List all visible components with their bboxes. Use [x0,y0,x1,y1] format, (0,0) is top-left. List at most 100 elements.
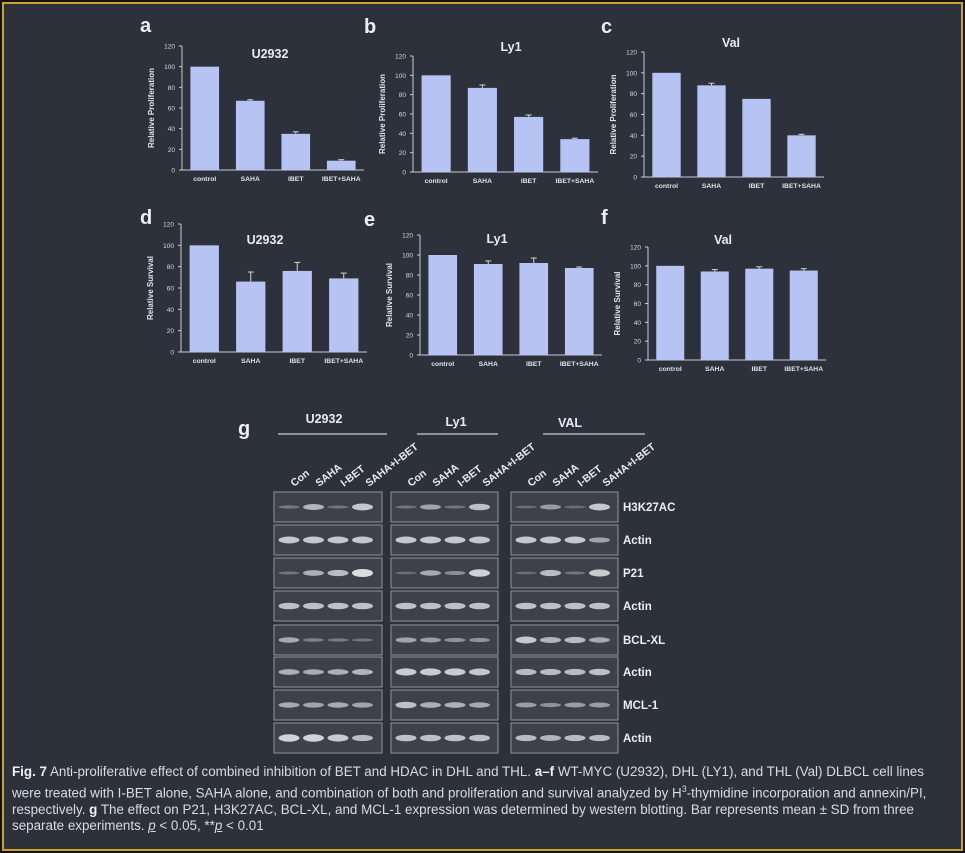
panel-a-xtick-label: IBET+SAHA [322,176,361,183]
caption-text-3: -thymidine incorporation and annexin/PI,… [12,785,927,817]
panel-c-xtick-label: IBET [749,183,765,190]
panel-a-ytick-label: 100 [164,64,175,71]
panel-d-bar [236,281,266,352]
panel-e-xtick-label: SAHA [479,361,498,368]
blot-band [420,570,441,576]
blot-band [515,734,537,742]
blot-band [515,602,537,610]
blot-band [303,734,324,742]
panel-b-xtick-label: SAHA [473,178,492,185]
panel-e-ytick-label: 20 [406,333,414,340]
panel-f-xtick-label: IBET+SAHA [784,366,823,373]
blot-band [327,505,349,509]
blot-band [352,503,373,511]
panel-a-bar [326,160,356,170]
blot-band [444,668,466,676]
blot-band [515,536,537,544]
blot-band [589,734,610,742]
blot-lane-label: Con [405,467,428,489]
blot-band [444,734,466,742]
panel-c-ytick-label: 0 [633,175,637,182]
panel-e-ytick-label: 100 [402,253,413,260]
blot-row-label: Actin [623,733,652,745]
panel-a-ytick-label: 20 [168,147,176,154]
panel-d-title: U2932 [247,233,284,247]
panel-d-ytick-label: 20 [167,328,175,335]
blot-band [589,602,610,610]
panel-f-ytick-label: 40 [634,320,642,327]
panel-c-ytick-label: 120 [626,50,637,57]
blot-band [395,536,417,544]
caption-text-4: The effect on P21, H3K27AC, BCL-XL, and … [12,801,914,834]
blot-band [564,571,586,575]
blot-lane-label: SAHA+I-BET [600,441,658,490]
blot-band [589,537,610,543]
blot-band [540,569,561,577]
caption-fig-label: Fig. 7 [12,764,47,779]
blot-band [540,602,561,610]
blot-band [327,569,349,577]
blot-band [469,702,490,708]
blot-band [303,669,324,675]
figure-caption: Fig. 7 Anti-proliferative effect of comb… [12,764,954,835]
panel-e-xtick-label: control [431,361,454,368]
blot-band [564,636,586,644]
blot-band [540,636,561,644]
panel-a-bar [190,66,220,170]
blot-band [540,504,561,510]
blot-band [278,702,300,708]
caption-p2-rest: < 0.01 [222,818,264,834]
panel-d-xtick-label: IBET+SAHA [324,358,363,365]
caption-p1-rest: < 0.05, ** [155,818,215,834]
panel-b-ytick-label: 0 [402,170,406,177]
panel-c-xtick-label: SAHA [702,183,721,190]
blot-band [469,602,490,610]
panel-a-ytick-label: 60 [168,106,176,113]
panel-d-letter: d [140,207,152,229]
panel-e-bar [519,263,549,355]
blot-band [420,668,441,676]
blot-band [564,702,586,708]
panel-c-bar [787,135,816,177]
blot-band [395,505,417,509]
panel-e-ylabel: Relative Survival [385,263,394,327]
blot-band [303,602,324,610]
panel-b-ytick-label: 120 [395,54,406,61]
panel-a-bar [281,133,311,170]
blot-band [303,702,324,708]
blot-band [515,571,537,575]
panel-c-xtick-label: control [655,183,678,190]
blot-row-label: H3K27AC [623,502,675,514]
panel-f-bar [656,265,685,360]
blot-band [564,505,586,509]
panel-b-ytick-label: 40 [399,131,407,138]
blot-lane-label: I-BET [575,463,604,490]
panel-f-title: Val [714,233,732,247]
blot-band [564,734,586,742]
panel-f-ytick-label: 100 [630,263,641,270]
caption-text-1: Anti-proliferative effect of combined in… [46,764,535,779]
blot-band [352,702,373,708]
blot-band [352,638,373,642]
blot-band [564,668,586,676]
blot-row-label: Actin [623,667,652,679]
panel-e-bar [473,264,503,355]
blot-band [420,536,441,544]
blot-band [278,602,300,610]
panel-f-xtick-label: SAHA [705,366,724,373]
blot-row-label: BCL-XL [623,635,665,647]
caption-superscript: 3 [681,783,687,794]
blot-band [540,734,561,742]
panel-f-bar [700,271,729,360]
panel-f-xtick-label: IBET [752,366,768,373]
blot-band [515,668,537,676]
blot-band [564,602,586,610]
panel-f-bar [745,268,774,360]
blot-band [352,734,373,742]
panel-a-ytick-label: 80 [168,85,176,92]
panel-f-xtick-label: control [659,366,682,373]
panel-c-ylabel: Relative Proliferation [609,74,618,154]
blot-lane-label: SAHA [550,461,581,489]
panel-a-ytick-label: 0 [171,168,175,175]
blot-band [515,636,537,644]
